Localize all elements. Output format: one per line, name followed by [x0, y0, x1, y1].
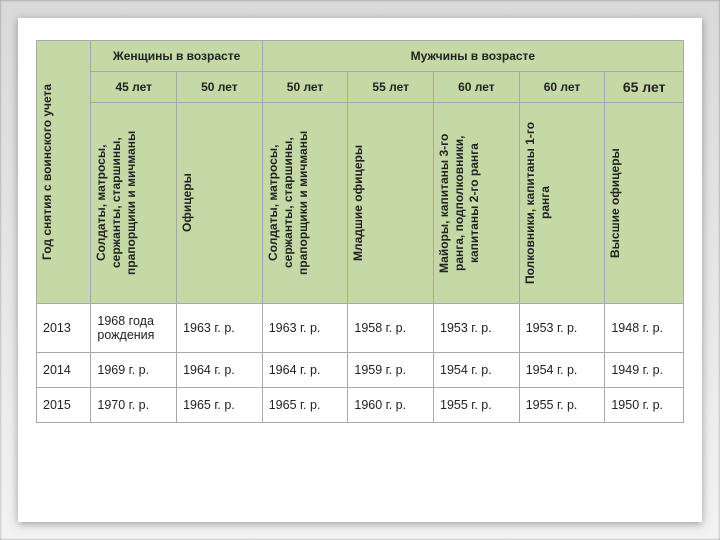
cell: 1953 г. р. — [519, 304, 605, 353]
row-header-label: Год снятия с воинского учета — [37, 41, 91, 304]
card: Год снятия с воинского учета Женщины в в… — [18, 18, 702, 522]
cell-year: 2015 — [37, 388, 91, 423]
cell: 1953 г. р. — [434, 304, 520, 353]
cell: 1963 г. р. — [262, 304, 348, 353]
cell: 1955 г. р. — [519, 388, 605, 423]
table-row: 2013 1968 года рождения 1963 г. р. 1963 … — [37, 304, 684, 353]
cell-year: 2013 — [37, 304, 91, 353]
table-row: 2014 1969 г. р. 1964 г. р. 1964 г. р. 19… — [37, 353, 684, 388]
cell: 1949 г. р. — [605, 353, 684, 388]
cell: 1963 г. р. — [177, 304, 263, 353]
category-row: Солдаты, матросы, сержанты, старшины, пр… — [37, 102, 684, 303]
military-deregistration-table: Год снятия с воинского учета Женщины в в… — [36, 40, 684, 423]
women-group-header: Женщины в возрасте — [91, 41, 262, 72]
age-5: 60 лет — [519, 72, 605, 102]
cell: 1958 г. р. — [348, 304, 434, 353]
cat-4: Майоры, капитаны 3-го ранга, подполковни… — [434, 102, 520, 303]
age-1: 50 лет — [177, 72, 263, 102]
cell: 1964 г. р. — [262, 353, 348, 388]
cell: 1964 г. р. — [177, 353, 263, 388]
cell: 1955 г. р. — [434, 388, 520, 423]
age-4: 60 лет — [434, 72, 520, 102]
data-body: 2013 1968 года рождения 1963 г. р. 1963 … — [37, 304, 684, 423]
cat-2: Солдаты, матросы, сержанты, старшины, пр… — [262, 102, 348, 303]
outer-frame: Год снятия с воинского учета Женщины в в… — [0, 0, 720, 540]
cat-3: Младшие офицеры — [348, 102, 434, 303]
cell: 1969 г. р. — [91, 353, 177, 388]
cell: 1948 г. р. — [605, 304, 684, 353]
cell: 1954 г. р. — [434, 353, 520, 388]
age-0: 45 лет — [91, 72, 177, 102]
age-3: 55 лет — [348, 72, 434, 102]
cell: 1954 г. р. — [519, 353, 605, 388]
cat-0: Солдаты, матросы, сержанты, старшины, пр… — [91, 102, 177, 303]
cell: 1968 года рождения — [91, 304, 177, 353]
age-6: 65 лет — [605, 72, 684, 102]
cat-6: Высшие офицеры — [605, 102, 684, 303]
cell: 1950 г. р. — [605, 388, 684, 423]
cell: 1965 г. р. — [262, 388, 348, 423]
cell: 1959 г. р. — [348, 353, 434, 388]
cell: 1970 г. р. — [91, 388, 177, 423]
cell: 1965 г. р. — [177, 388, 263, 423]
cat-5: Полковники, капитаны 1-го ранга — [519, 102, 605, 303]
age-2: 50 лет — [262, 72, 348, 102]
table-row: 2015 1970 г. р. 1965 г. р. 1965 г. р. 19… — [37, 388, 684, 423]
men-group-header: Мужчины в возрасте — [262, 41, 683, 72]
cat-1: Офицеры — [177, 102, 263, 303]
cell: 1960 г. р. — [348, 388, 434, 423]
age-row: 45 лет 50 лет 50 лет 55 лет 60 лет 60 ле… — [37, 72, 684, 102]
cell-year: 2014 — [37, 353, 91, 388]
